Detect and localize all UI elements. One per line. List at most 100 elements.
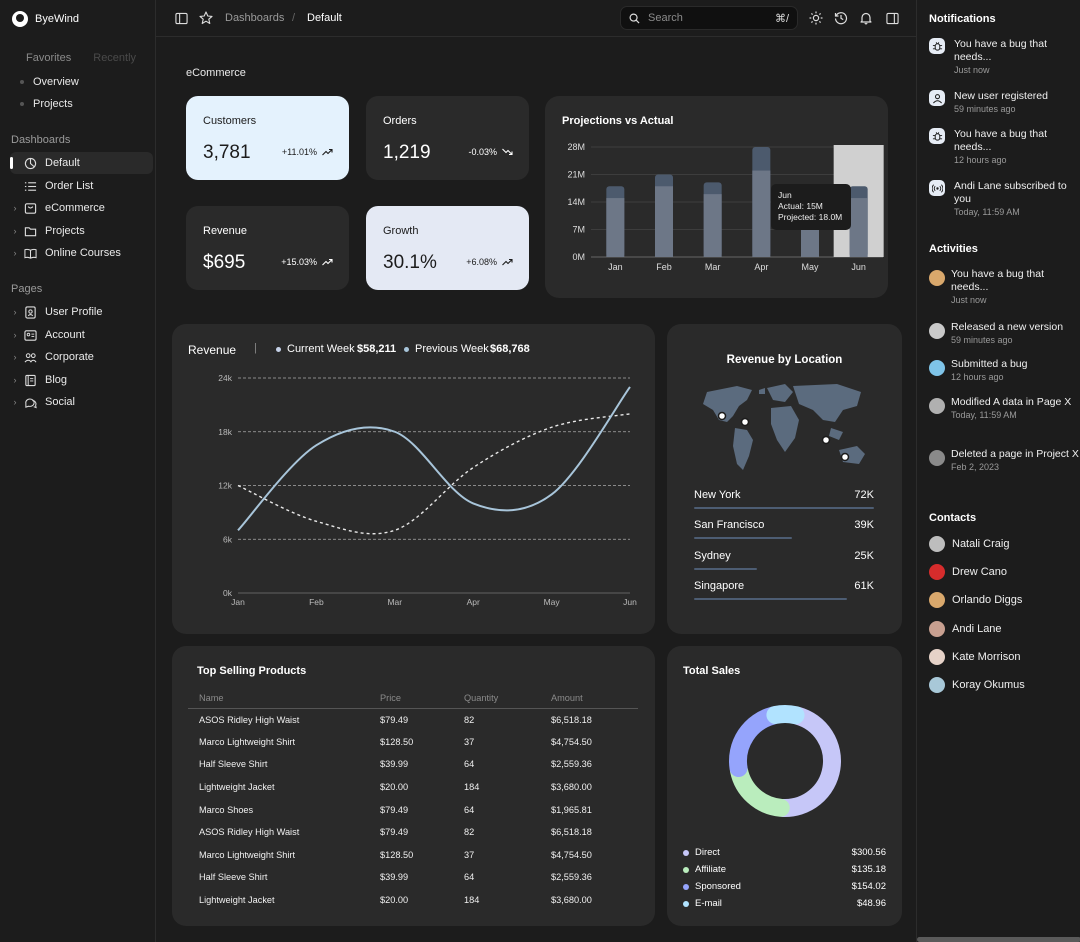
cell-price: $20.00 (380, 782, 409, 793)
tab-favorites[interactable]: Favorites (26, 52, 72, 64)
favorite-label: Projects (33, 98, 73, 110)
history-icon[interactable] (834, 11, 848, 25)
legend-label: Affiliate (695, 864, 726, 875)
location-bar (694, 567, 757, 570)
table-row[interactable]: ASOS Ridley High Waist $79.49 82 $6,518.18 (188, 821, 638, 844)
table-row[interactable]: Half Sleeve Shirt $39.99 64 $2,559.36 (188, 866, 638, 889)
table-row[interactable]: Half Sleeve Shirt $39.99 64 $2,559.36 (188, 753, 638, 776)
contacts-title: Contacts (929, 512, 977, 524)
revenue-chart: 0k 6k 12k 18k 24k Jan Feb Mar Apr May Jun (218, 373, 637, 607)
column-header-name[interactable]: Name (188, 688, 369, 709)
activity-text-group: Deleted a page in Project X Feb 2, 2023 (951, 448, 1079, 473)
kpi-card-revenue[interactable]: Revenue $695 +15.03% (186, 206, 349, 290)
location-value: 72K (854, 489, 874, 501)
table-row[interactable]: Marco Shoes $79.49 64 $1,965.81 (188, 798, 638, 821)
brand[interactable]: ByeWind (12, 11, 79, 27)
table-row[interactable]: Lightweight Jacket $20.00 184 $3,680.00 (188, 776, 638, 799)
activity-item[interactable]: Deleted a page in Project X Feb 2, 2023 (929, 448, 1079, 473)
column-header-quantity[interactable]: Quantity (453, 688, 540, 709)
sidebar-item-blog[interactable]: › Blog (10, 369, 153, 391)
cell-amount: $6,518.18 (551, 827, 592, 838)
sidebar-item-account[interactable]: › Account (10, 324, 153, 346)
star-icon[interactable] (199, 11, 213, 25)
notification-text: New user registered (954, 90, 1048, 102)
kpi-card-customers[interactable]: Customers 3,781 +11.01% (186, 96, 349, 180)
column-header-amount[interactable]: Amount (540, 688, 638, 709)
donut-slice[interactable] (729, 706, 783, 778)
total-sales-title: Total Sales (683, 665, 741, 677)
search-box[interactable]: ⌘/ (620, 6, 798, 30)
kpi-title: Orders (383, 115, 417, 127)
cell-quantity: 64 (464, 759, 475, 770)
sidebar-item-online-courses[interactable]: › Online Courses (10, 242, 153, 264)
cell-price: $128.50 (380, 736, 414, 747)
bell-icon[interactable] (859, 11, 873, 25)
bar-actual[interactable] (655, 186, 673, 257)
sidebar-item-order-list[interactable]: Order List (10, 175, 153, 197)
line-previous-week (237, 413, 631, 535)
activity-item[interactable]: Submitted a bug 12 hours ago (929, 358, 1079, 383)
location-name: New York (694, 489, 741, 501)
x-tick-label: Apr (467, 597, 480, 607)
tab-recently[interactable]: Recently (93, 52, 137, 64)
contact-item[interactable]: Andi Lane (929, 620, 1002, 637)
location-value: 61K (854, 579, 874, 592)
contact-item[interactable]: Kate Morrison (929, 648, 1021, 665)
cell-quantity: 184 (464, 782, 480, 793)
contact-item[interactable]: Koray Okumus (929, 677, 1025, 693)
contact-name: Kate Morrison (952, 650, 1021, 663)
contact-item[interactable]: Orlando Diggs (929, 592, 1022, 609)
activity-item[interactable]: You have a bug that needs... Just now (929, 268, 1079, 306)
revenue-card: Revenue | Current Week $58,211 Previous … (172, 324, 655, 634)
kpi-change: -0.03% (468, 147, 513, 157)
x-tick-label: Jan (608, 262, 623, 272)
notification-item[interactable]: Andi Lane subscribed to you Today, 11:59 … (929, 180, 1079, 218)
kpi-change-value: +15.03% (281, 257, 317, 267)
favorite-item-overview[interactable]: Overview (20, 76, 79, 88)
kpi-card-growth[interactable]: Growth 30.1% +6.08% (366, 206, 529, 290)
sidebar-item-default[interactable]: Default (10, 152, 153, 174)
search-input[interactable] (648, 12, 758, 24)
right-panel-toggle-icon[interactable] (885, 11, 899, 25)
cell-name: Lightweight Jacket (199, 895, 275, 906)
sidebar-item-projects[interactable]: › Projects (10, 220, 153, 242)
previous-week-label: Previous Week (415, 343, 489, 355)
contact-item[interactable]: Natali Craig (929, 536, 1009, 552)
sidebar-item-user-profile[interactable]: › User Profile (10, 301, 153, 323)
location-name: Sydney (694, 549, 731, 562)
contact-item[interactable]: Drew Cano (929, 564, 1007, 581)
sidebar-item-ecommerce[interactable]: › eCommerce (10, 197, 153, 219)
sidebar-toggle-icon[interactable] (174, 11, 188, 25)
notification-text: You have a bug that needs... (954, 38, 1048, 63)
donut-slice[interactable] (774, 706, 841, 817)
table-row[interactable]: Marco Lightweight Shirt $128.50 37 $4,754.5… (188, 844, 638, 867)
sidebar-item-label: Projects (45, 225, 85, 237)
bar-actual[interactable] (606, 198, 625, 257)
donut-slice[interactable] (729, 761, 790, 817)
breadcrumb-dashboards[interactable]: Dashboards (225, 12, 285, 24)
notification-item[interactable]: You have a bug that needs... 12 hours ago (929, 128, 1079, 166)
cell-name: Marco Shoes (199, 804, 254, 815)
activity-item[interactable]: Released a new version 59 minutes ago (929, 321, 1079, 346)
notification-item[interactable]: New user registered 59 minutes ago (929, 90, 1079, 115)
sidebar-item-social[interactable]: › Social (10, 391, 153, 413)
sun-icon[interactable] (809, 11, 823, 25)
donut-slice[interactable] (766, 705, 805, 725)
kpi-card-orders[interactable]: Orders 1,219 -0.03% (366, 96, 529, 180)
projections-title: Projections vs Actual (562, 115, 674, 127)
bar-actual[interactable] (849, 198, 868, 257)
sidebar-item-corporate[interactable]: › Corporate (10, 346, 153, 368)
y-tick-label: 7M (572, 225, 585, 235)
bar-actual[interactable] (752, 170, 771, 257)
activity-item[interactable]: Modified A data in Page X Today, 11:59 AM (929, 396, 1079, 421)
bar-actual[interactable] (703, 194, 722, 257)
scrollbar[interactable] (917, 937, 1080, 942)
column-header-price[interactable]: Price (369, 688, 453, 709)
table-row[interactable]: ASOS Ridley High Waist $79.49 82 $6,518.18 (188, 708, 638, 731)
id-card-icon (23, 328, 37, 342)
notification-item[interactable]: You have a bug that needs... Just now (929, 38, 1079, 76)
favorite-item-projects[interactable]: Projects (20, 98, 73, 110)
table-row[interactable]: Lightweight Jacket $20.00 184 $3,680.00 (188, 889, 638, 912)
cell-price: $128.50 (380, 849, 414, 860)
table-row[interactable]: Marco Lightweight Shirt $128.50 37 $4,754.5… (188, 731, 638, 754)
